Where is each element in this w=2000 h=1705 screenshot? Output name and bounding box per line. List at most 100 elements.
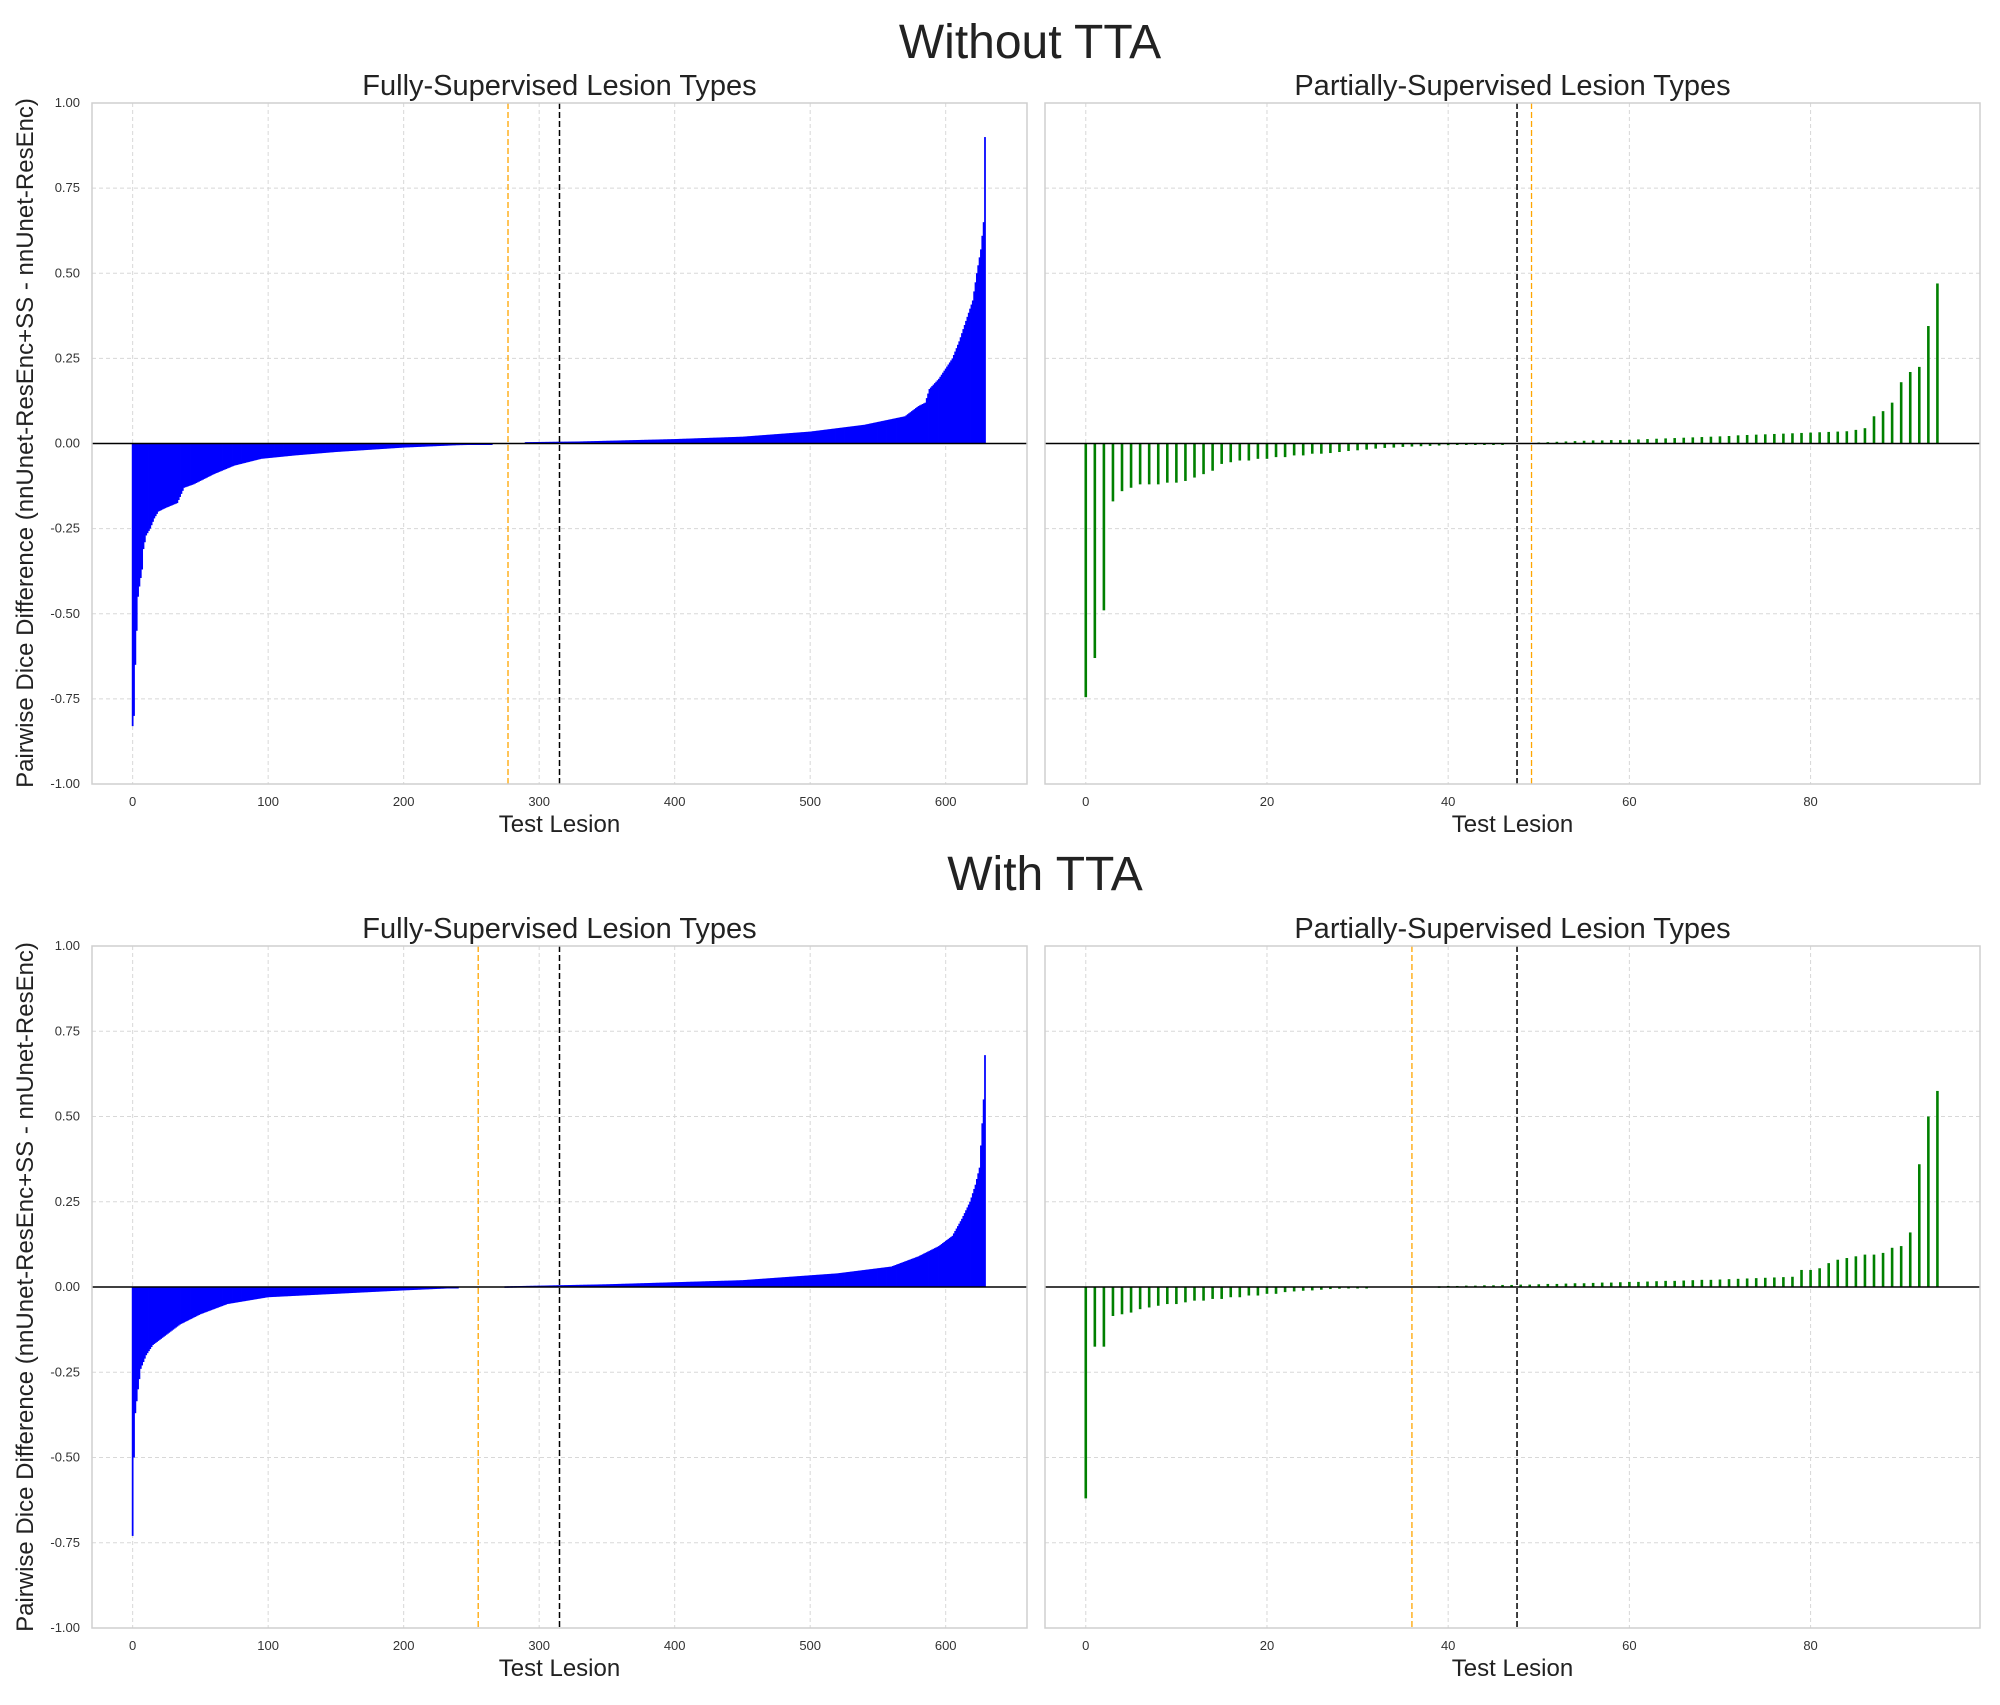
bar (256, 1287, 259, 1300)
bar (314, 1287, 317, 1295)
bar (386, 443, 389, 449)
bar (738, 1280, 741, 1287)
bar (176, 1287, 179, 1327)
bar (564, 441, 566, 444)
bar (274, 443, 276, 458)
bar (313, 443, 316, 454)
bar (1564, 1283, 1568, 1287)
bar (897, 1263, 900, 1287)
bar (293, 443, 295, 456)
bar (704, 1281, 707, 1287)
bar (1528, 1284, 1532, 1287)
bar (931, 386, 934, 444)
bar (410, 1287, 413, 1291)
y-tick-label: -0.25 (50, 521, 80, 536)
bar (172, 443, 175, 505)
bar (944, 1240, 947, 1287)
bar (600, 440, 603, 444)
bar (904, 416, 906, 444)
bar (194, 1287, 196, 1318)
bar (940, 374, 943, 444)
bar (450, 443, 452, 446)
bar (356, 1287, 359, 1293)
bar (939, 376, 942, 444)
bar (929, 1250, 932, 1287)
bar (1818, 1268, 1821, 1287)
bar (794, 1276, 797, 1287)
bar (1664, 438, 1667, 444)
bar (461, 443, 463, 446)
bar (1365, 443, 1368, 450)
bar (398, 443, 401, 448)
bar (607, 1284, 610, 1287)
bar (1591, 1282, 1595, 1287)
bar (826, 1274, 829, 1287)
bar (344, 1287, 347, 1294)
bar (440, 443, 443, 446)
bar (199, 1287, 202, 1315)
bar (768, 434, 771, 444)
bar (947, 364, 950, 444)
bar (593, 1284, 596, 1287)
bar (382, 1287, 385, 1292)
bar (802, 432, 805, 444)
bar (351, 443, 354, 451)
bar (222, 1287, 225, 1306)
bar (187, 443, 190, 487)
bar (917, 406, 920, 444)
bar (859, 1270, 862, 1287)
bar (188, 1287, 191, 1320)
bar (611, 440, 614, 444)
bar (400, 443, 402, 448)
bar (1338, 1287, 1341, 1289)
bar (211, 443, 214, 475)
bar (419, 443, 421, 447)
bar (260, 443, 263, 459)
axes-frame (1044, 102, 1981, 785)
bar (782, 1277, 784, 1287)
bar (641, 439, 644, 444)
bar (952, 1233, 955, 1287)
bar (332, 1287, 335, 1294)
bar (787, 1276, 790, 1287)
bar (435, 443, 438, 447)
bar (413, 443, 416, 448)
bar (1256, 443, 1260, 459)
bar (215, 1287, 218, 1309)
bar (984, 137, 986, 444)
bar (1836, 1259, 1840, 1287)
bar (639, 1283, 642, 1287)
y-tick-label: 1.00 (55, 95, 80, 110)
bar (198, 1287, 200, 1315)
bar (744, 436, 747, 444)
bar (269, 1287, 272, 1298)
bar (886, 419, 889, 444)
bar (466, 443, 469, 446)
bar (729, 437, 732, 444)
bar (1890, 402, 1894, 444)
bar (887, 419, 890, 444)
bar (581, 1284, 584, 1287)
bar (252, 1287, 255, 1300)
bar (200, 1287, 203, 1314)
bar (633, 1283, 635, 1287)
suptitle-without-tta: Without TTA (899, 16, 1161, 69)
bar (751, 435, 753, 444)
bar (881, 1267, 883, 1287)
bar (379, 443, 382, 450)
bar (294, 1287, 297, 1296)
bar (722, 437, 725, 444)
x-tick-label: 300 (528, 794, 550, 809)
bar (909, 412, 912, 444)
bar (355, 443, 358, 451)
x-tick-label: 0 (1082, 1638, 1089, 1653)
bar (1211, 443, 1214, 471)
bar (261, 1287, 264, 1299)
bar (855, 425, 858, 444)
bar (405, 443, 408, 448)
bar (1265, 443, 1269, 459)
bar (423, 443, 425, 447)
bar (607, 440, 610, 444)
bar (1809, 1269, 1812, 1287)
bar (271, 443, 274, 458)
